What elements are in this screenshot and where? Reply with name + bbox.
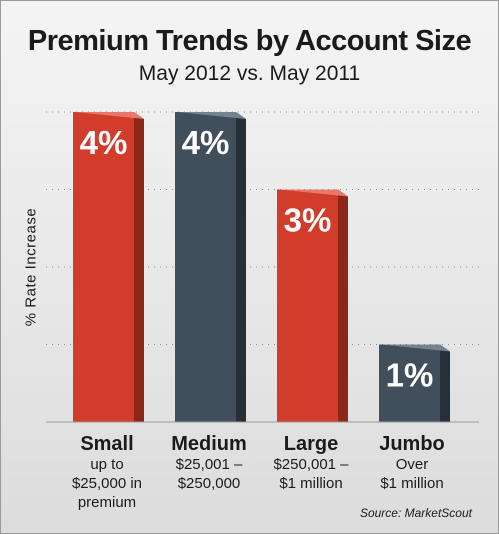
bar-front [73, 112, 134, 422]
category-name: Large [283, 433, 339, 455]
data-label: 3% [284, 202, 332, 239]
category-small: Small up to $25,000 in premium [47, 433, 167, 512]
bar-side [440, 344, 450, 422]
bar-top [73, 112, 144, 119]
bar-small: 4% [73, 112, 144, 422]
bar-top [175, 112, 246, 119]
bar-top [277, 189, 348, 197]
bar-large: 3% [277, 189, 348, 422]
bar-side [236, 112, 246, 422]
bar-front [175, 112, 236, 422]
bars: 4% 4% 3% 1% [73, 112, 450, 422]
bar-medium: 4% [175, 112, 246, 422]
category-name: Medium [171, 433, 247, 455]
source-note: Source: MarketScout [359, 506, 472, 520]
bar-side [338, 189, 348, 422]
data-label: 4% [80, 124, 128, 161]
category-jumbo: Jumbo Over $1 million [352, 433, 472, 493]
chart-title: Premium Trends by Account Size [27, 25, 472, 57]
category-medium: Medium $25,001 – $250,000 [149, 433, 269, 493]
bar-side [134, 112, 144, 422]
chart-subtitle: May 2012 vs. May 2011 [138, 62, 361, 85]
bar-top [379, 344, 450, 352]
bar-front [379, 344, 440, 422]
data-label: 1% [386, 357, 434, 394]
category-description: $250,001 – $1 million [273, 456, 349, 492]
category-large: Large $250,001 – $1 million [251, 433, 371, 493]
category-name: Small [80, 433, 134, 455]
category-description: up to $25,000 in premium [71, 456, 143, 511]
category-description: Over $1 million [380, 456, 444, 492]
category-description: $25,001 – $250,000 [175, 456, 243, 492]
category-name: Jumbo [379, 433, 445, 455]
data-label: 4% [182, 124, 230, 161]
bar-front [277, 189, 338, 422]
bar-jumbo: 1% [379, 344, 450, 422]
